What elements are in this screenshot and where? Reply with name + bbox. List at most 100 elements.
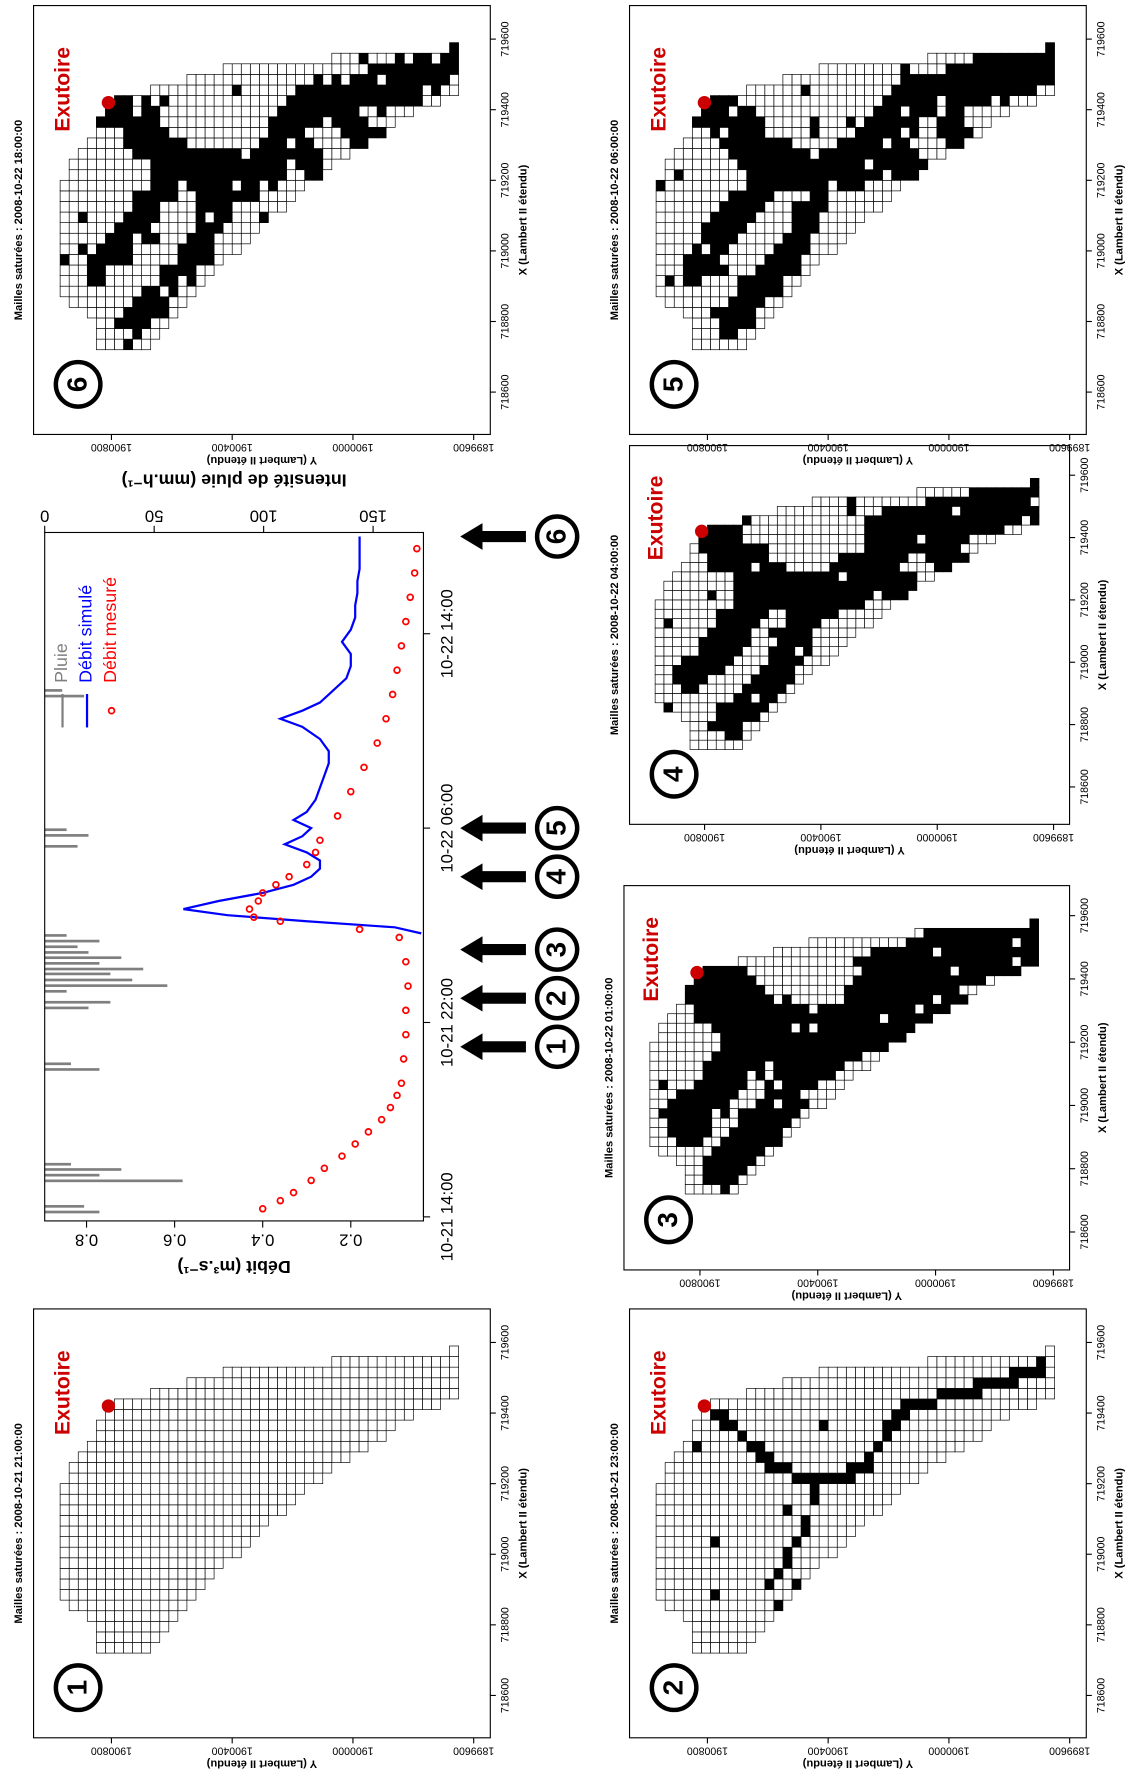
saturated-cell: [349, 95, 360, 107]
saturated-cell: [923, 927, 933, 939]
cell: [836, 105, 847, 118]
cell: [791, 84, 802, 96]
cell: [900, 1430, 911, 1442]
cell: [222, 1366, 233, 1379]
saturated-cell: [123, 338, 133, 351]
cell: [936, 95, 947, 107]
cell: [186, 285, 197, 298]
cell: [759, 618, 769, 629]
saturated-cell: [977, 496, 988, 507]
cell: [808, 1098, 819, 1109]
saturated-cell: [177, 158, 188, 171]
saturated-cell: [750, 711, 761, 722]
cell: [268, 1440, 278, 1453]
cell: [385, 116, 396, 128]
cell: [322, 1398, 333, 1410]
cell: [954, 1366, 965, 1379]
saturated-cell: [150, 116, 161, 128]
cell: [817, 1079, 827, 1090]
cell: [59, 1589, 70, 1601]
saturated-cell: [958, 927, 969, 939]
saturated-cell: [367, 84, 378, 96]
cell: [195, 74, 206, 86]
cell: [222, 95, 233, 107]
cell: [864, 1366, 874, 1379]
cell: [259, 95, 269, 107]
cell: [231, 127, 242, 139]
cell: [349, 1430, 360, 1442]
cell: [882, 63, 892, 75]
cell: [277, 1377, 287, 1389]
cell: [655, 1493, 666, 1506]
saturated-cell: [782, 1089, 792, 1100]
saturated-cell: [322, 105, 333, 118]
cell: [829, 524, 839, 535]
cell: [340, 1440, 351, 1453]
saturated-cell: [195, 232, 206, 245]
saturated-cell: [728, 201, 738, 213]
cell: [701, 190, 711, 202]
cell: [322, 74, 333, 86]
cell: [909, 1462, 920, 1474]
cell: [826, 956, 836, 967]
cell: [277, 1451, 287, 1463]
rain-bar: [44, 834, 89, 837]
saturated-cell: [1029, 918, 1039, 929]
saturated-cell: [1008, 74, 1019, 86]
saturated-cell: [249, 190, 260, 202]
saturated-cell: [794, 608, 804, 619]
cell: [159, 1610, 170, 1622]
cell: [794, 534, 804, 545]
cell: [864, 618, 874, 629]
cell: [240, 127, 251, 139]
cell: [845, 190, 856, 202]
saturated-cell: [890, 590, 900, 601]
cell: [838, 627, 848, 638]
cell: [177, 116, 188, 128]
cell: [304, 1366, 315, 1379]
cell: [737, 1483, 748, 1495]
saturated-cell: [737, 296, 748, 308]
cell: [873, 1472, 883, 1484]
cell: [304, 127, 315, 139]
label-circle: [534, 927, 580, 972]
cell: [845, 1366, 856, 1379]
cell: [114, 1504, 124, 1516]
saturated-cell: [1036, 52, 1046, 65]
cell: [803, 515, 813, 526]
saturated-cell: [702, 1089, 713, 1100]
saturated-cell: [791, 169, 802, 181]
cell: [691, 201, 702, 213]
cell: [689, 543, 700, 554]
saturated-cell: [737, 1041, 748, 1053]
saturated-cell: [746, 1032, 757, 1043]
cell: [114, 1642, 124, 1654]
saturated-cell: [972, 63, 983, 75]
saturated-cell: [845, 169, 856, 181]
saturated-cell: [746, 179, 757, 192]
saturated-cell: [843, 1022, 854, 1034]
cell: [141, 1578, 152, 1590]
cell: [150, 1578, 161, 1590]
cell: [77, 1589, 88, 1601]
saturated-cell: [764, 169, 775, 181]
saturated-cell: [888, 994, 898, 1005]
saturated-cell: [737, 984, 748, 996]
saturated-cell: [958, 994, 969, 1005]
cell: [177, 1568, 188, 1580]
saturated-cell: [313, 105, 324, 118]
cell: [96, 1483, 106, 1495]
cell: [213, 84, 224, 96]
cell: [855, 1451, 865, 1463]
saturated-cell: [249, 158, 260, 171]
saturated-cell: [295, 84, 305, 96]
cell: [791, 1440, 802, 1453]
saturated-cell: [755, 994, 766, 1005]
cell: [803, 655, 813, 666]
cell: [186, 1515, 197, 1527]
cell: [141, 275, 152, 287]
saturated-cell: [114, 254, 124, 266]
cell: [719, 1557, 729, 1569]
saturated-cell: [881, 562, 892, 573]
